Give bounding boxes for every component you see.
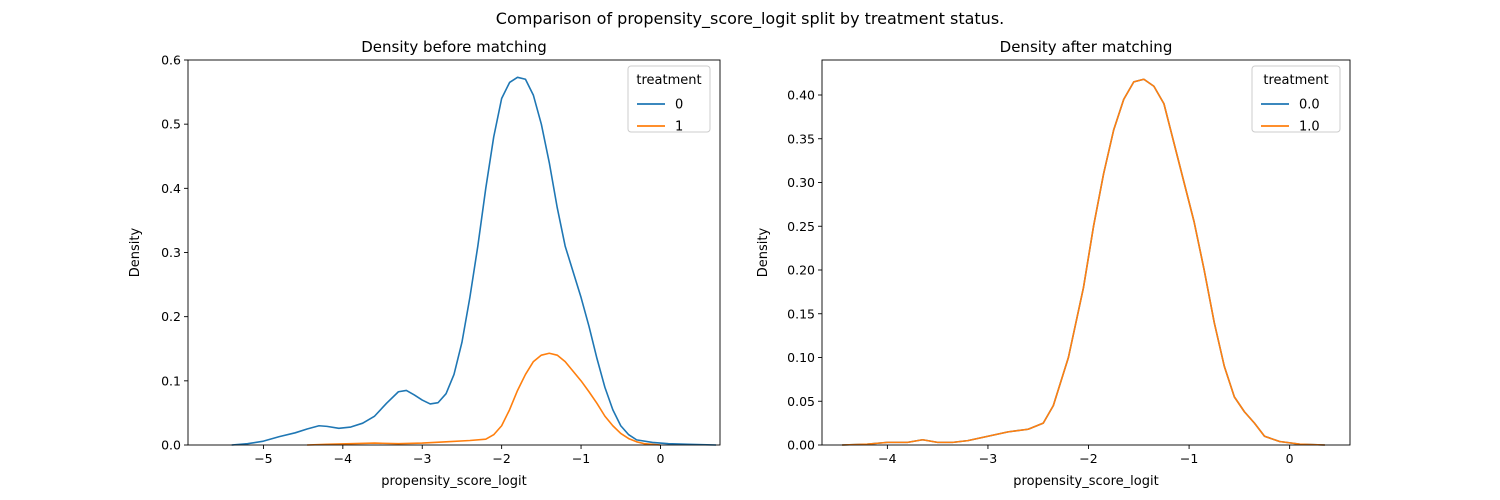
y-axis-label: Density bbox=[128, 227, 143, 277]
legend-entry-1: 1.0 bbox=[1299, 120, 1320, 135]
legend: treatment 0 1 bbox=[627, 65, 711, 135]
x-tick-label: −5 bbox=[254, 451, 272, 466]
y-tick-label: 0.3 bbox=[161, 245, 181, 260]
x-axis-label: propensity_score_logit bbox=[1013, 474, 1158, 489]
x-tick-label: −4 bbox=[334, 451, 352, 466]
legend: treatment 0.0 1.0 bbox=[1251, 65, 1341, 135]
legend-title: treatment bbox=[636, 73, 701, 88]
y-tick-label: 0.4 bbox=[161, 181, 181, 196]
x-tick-label: −3 bbox=[979, 451, 997, 466]
legend-box bbox=[627, 65, 711, 133]
y-tick-label: 0.30 bbox=[787, 175, 815, 190]
chart-title: Density before matching bbox=[361, 38, 546, 56]
y-tick-label: 0.1 bbox=[161, 373, 181, 388]
legend-entry-0: 0.0 bbox=[1299, 98, 1320, 113]
legend-title: treatment bbox=[1263, 73, 1328, 88]
y-tick-label: 0.35 bbox=[787, 131, 815, 146]
legend-box bbox=[1251, 65, 1341, 133]
chart-before-matching: Density before matching −5 −4 −3 −2 −1 0 0.0 0.1… bbox=[128, 38, 721, 489]
y-tick-label: 0.5 bbox=[161, 117, 181, 132]
legend-entry-0: 0 bbox=[675, 98, 683, 113]
x-axis-label: propensity_score_logit bbox=[381, 474, 526, 489]
x-tick-label: 0 bbox=[656, 451, 664, 466]
y-tick-label: 0.15 bbox=[787, 306, 815, 321]
y-tick-label: 0.25 bbox=[787, 219, 815, 234]
y-tick-label: 0.40 bbox=[787, 88, 815, 103]
y-tick-label: 0.6 bbox=[161, 53, 181, 68]
y-tick-label: 0.2 bbox=[161, 309, 181, 324]
x-tick-label: −4 bbox=[878, 451, 896, 466]
y-tick-label: 0.05 bbox=[787, 394, 815, 409]
legend-entry-1: 1 bbox=[675, 120, 683, 135]
y-axis-label: Density bbox=[756, 227, 771, 277]
x-tick-label: −1 bbox=[1180, 451, 1198, 466]
axes-frame bbox=[821, 59, 1351, 446]
series-line-0 bbox=[231, 76, 717, 446]
series-line-1 bbox=[307, 352, 661, 446]
series-line-0 bbox=[842, 78, 1325, 446]
x-tick-label: −1 bbox=[572, 451, 590, 466]
series-line-1 bbox=[842, 78, 1325, 446]
y-tick-label: 0.00 bbox=[787, 438, 815, 453]
y-tick-label: 0.20 bbox=[787, 263, 815, 278]
figure-suptitle: Comparison of propensity_score_logit spl… bbox=[496, 9, 1004, 29]
y-tick-label: 0.10 bbox=[787, 350, 815, 365]
x-tick-label: −3 bbox=[413, 451, 431, 466]
x-tick-label: −2 bbox=[1079, 451, 1097, 466]
chart-after-matching: Density after matching −4 −3 −2 −1 0 0.00 0.05 0… bbox=[756, 38, 1351, 489]
chart-title: Density after matching bbox=[1000, 38, 1173, 56]
x-tick-label: −2 bbox=[492, 451, 510, 466]
y-tick-label: 0.0 bbox=[161, 438, 181, 453]
x-tick-label: 0 bbox=[1286, 451, 1294, 466]
